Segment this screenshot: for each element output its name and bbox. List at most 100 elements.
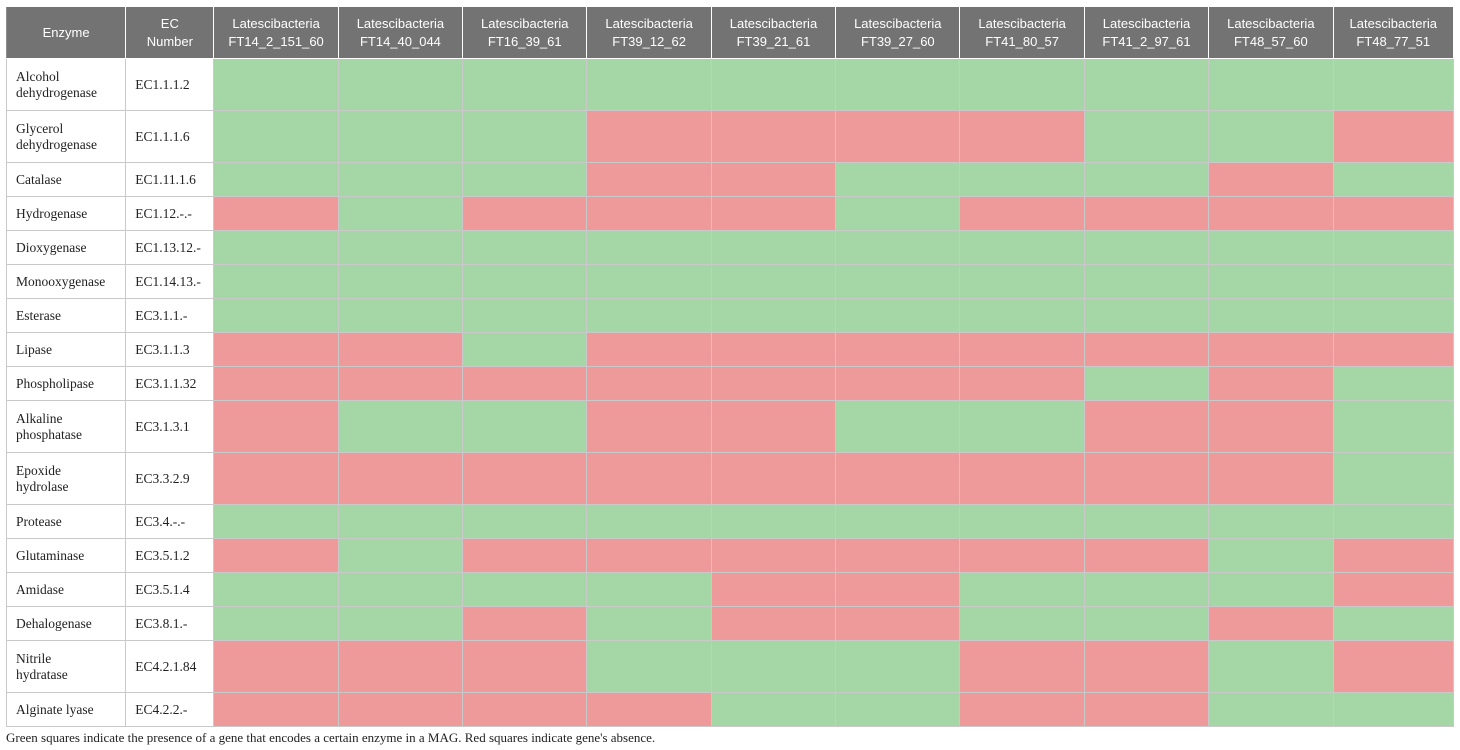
absence-cell [462,538,588,573]
table-row: Amidase EC3.5.1.4 [5,572,1455,607]
presence-cell [1332,452,1455,505]
presence-cell [586,640,712,693]
presence-cell [213,606,339,641]
presence-cell [1332,504,1455,539]
presence-cell [462,298,588,333]
header-row: Enzyme EC Number Latescibacteria FT14_2_… [5,6,1455,59]
absence-cell [1083,692,1210,727]
header-species-0: Latescibacteria FT14_2_151_60 [213,6,339,59]
ec-number: EC4.2.2.- [125,692,215,727]
absence-cell [586,400,712,453]
ec-number: EC3.1.1.3 [125,332,215,367]
presence-cell [462,230,588,265]
enzyme-name: Glutaminase [5,538,127,573]
presence-cell [213,298,339,333]
enzyme-name: Phospholipase [5,366,127,401]
enzyme-name: Monooxygenase [5,264,127,299]
absence-cell [586,538,712,573]
absence-cell [710,366,837,401]
presence-cell [835,264,961,299]
absence-cell [835,572,961,607]
enzyme-name: Esterase [5,298,127,333]
ec-number: EC1.11.1.6 [125,162,215,197]
absence-cell [337,452,464,505]
presence-cell [1208,110,1334,163]
table-row: Alcohol dehydrogenase EC1.1.1.2 [5,58,1455,111]
absence-cell [1208,366,1334,401]
heatmap-body: Alcohol dehydrogenase EC1.1.1.2 Glycerol d… [5,58,1455,727]
absence-cell [959,538,1085,573]
absence-cell [1332,196,1455,231]
presence-cell [959,58,1085,111]
presence-cell [1332,606,1455,641]
table-row: Protease EC3.4.-.- [5,504,1455,539]
presence-cell [1208,264,1334,299]
presence-cell [1083,110,1210,163]
presence-cell [1208,692,1334,727]
presence-cell [213,162,339,197]
absence-cell [1332,572,1455,607]
presence-cell [1083,230,1210,265]
absence-cell [213,196,339,231]
presence-cell [462,58,588,111]
absence-cell [1332,538,1455,573]
absence-cell [710,400,837,453]
presence-cell [710,264,837,299]
presence-cell [586,58,712,111]
absence-cell [835,452,961,505]
ec-number: EC1.12.-.- [125,196,215,231]
presence-cell [213,572,339,607]
presence-cell [1332,366,1455,401]
absence-cell [835,332,961,367]
presence-cell [1083,58,1210,111]
presence-cell [1208,230,1334,265]
absence-cell [462,692,588,727]
presence-cell [1332,162,1455,197]
ec-number: EC1.13.12.- [125,230,215,265]
header-species-5: Latescibacteria FT39_27_60 [835,6,961,59]
absence-cell [710,452,837,505]
presence-cell [835,640,961,693]
presence-cell [586,230,712,265]
presence-cell [586,264,712,299]
ec-number: EC3.5.1.4 [125,572,215,607]
absence-cell [710,606,837,641]
header-species-2: Latescibacteria FT16_39_61 [462,6,588,59]
presence-cell [462,162,588,197]
absence-cell [1208,332,1334,367]
presence-cell [1208,640,1334,693]
presence-cell [1083,366,1210,401]
table-row: Dehalogenase EC3.8.1.- [5,606,1455,641]
absence-cell [462,640,588,693]
presence-cell [1208,572,1334,607]
presence-cell [337,58,464,111]
presence-cell [337,504,464,539]
presence-cell [1083,264,1210,299]
absence-cell [586,366,712,401]
presence-cell [835,692,961,727]
enzyme-name: Nitrile hydratase [5,640,127,693]
absence-cell [835,110,961,163]
absence-cell [462,196,588,231]
table-row: Dioxygenase EC1.13.12.- [5,230,1455,265]
absence-cell [337,692,464,727]
absence-cell [1332,110,1455,163]
table-row: Hydrogenase EC1.12.-.- [5,196,1455,231]
enzyme-name: Alginate lyase [5,692,127,727]
absence-cell [710,196,837,231]
absence-cell [1208,606,1334,641]
absence-cell [337,640,464,693]
presence-cell [462,264,588,299]
presence-cell [337,230,464,265]
absence-cell [213,640,339,693]
enzyme-heatmap-table: Enzyme EC Number Latescibacteria FT14_2_… [5,6,1455,727]
enzyme-name: Epoxide hydrolase [5,452,127,505]
presence-cell [710,298,837,333]
enzyme-name: Amidase [5,572,127,607]
absence-cell [1083,452,1210,505]
absence-cell [710,572,837,607]
ec-number: EC3.1.3.1 [125,400,215,453]
absence-cell [959,640,1085,693]
presence-cell [710,230,837,265]
absence-cell [959,110,1085,163]
